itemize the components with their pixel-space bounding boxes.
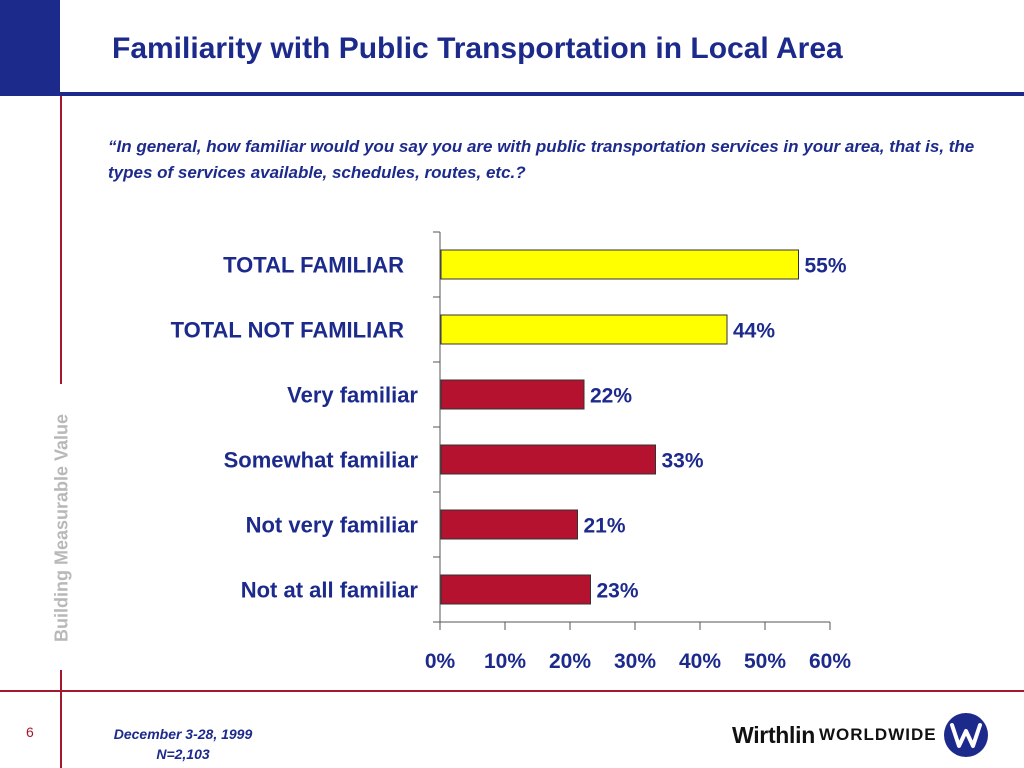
category-label: Somewhat familiar — [224, 448, 419, 473]
bar — [440, 379, 585, 410]
category-label: Not very familiar — [246, 513, 419, 538]
data-label: 55% — [805, 255, 847, 278]
footer-rule — [0, 690, 1024, 692]
x-tick-label: 60% — [809, 650, 851, 673]
left-rule-lower — [60, 670, 62, 768]
data-label: 21% — [584, 515, 626, 538]
x-tick-label: 10% — [484, 650, 526, 673]
category-label: Very familiar — [287, 383, 418, 408]
company-logo: Wirthlin WORLDWIDE — [732, 712, 989, 758]
page-number: 6 — [26, 724, 34, 740]
slide-title: Familiarity with Public Transportation i… — [112, 32, 843, 65]
category-label: TOTAL NOT FAMILIAR — [171, 318, 405, 343]
bar — [440, 444, 656, 475]
left-rule — [60, 96, 62, 384]
survey-date: December 3-28, 1999 — [113, 726, 253, 742]
x-tick-label: 20% — [549, 650, 591, 673]
bar — [440, 249, 799, 280]
bar — [440, 574, 591, 605]
data-label: 44% — [733, 320, 775, 343]
data-label: 23% — [597, 580, 639, 603]
bar — [440, 314, 728, 345]
data-label: 33% — [662, 450, 704, 473]
x-tick-label: 30% — [614, 650, 656, 673]
footer-info: December 3-28, 1999 N=2,103 — [98, 724, 268, 764]
bar — [440, 509, 578, 540]
logo-subtitle: WORLDWIDE — [819, 725, 937, 744]
x-tick-label: 40% — [679, 650, 721, 673]
x-tick-label: 0% — [425, 650, 456, 673]
x-tick-label: 50% — [744, 650, 786, 673]
bar-chart: 0% 10% 20% 30% 40% 50% 60% TOTAL FAMILIAR 55% TOT… — [171, 231, 851, 673]
survey-question: “In general, how familiar would you say … — [108, 137, 975, 182]
sample-size: N=2,103 — [156, 746, 210, 762]
logo-wordmark: Wirthlin — [732, 721, 815, 748]
category-label: Not at all familiar — [241, 578, 419, 603]
header-rule — [60, 92, 1024, 96]
data-label: 22% — [590, 385, 632, 408]
logo-w-icon — [943, 713, 988, 757]
corner-block — [0, 0, 60, 96]
category-label: TOTAL FAMILIAR — [223, 253, 404, 278]
